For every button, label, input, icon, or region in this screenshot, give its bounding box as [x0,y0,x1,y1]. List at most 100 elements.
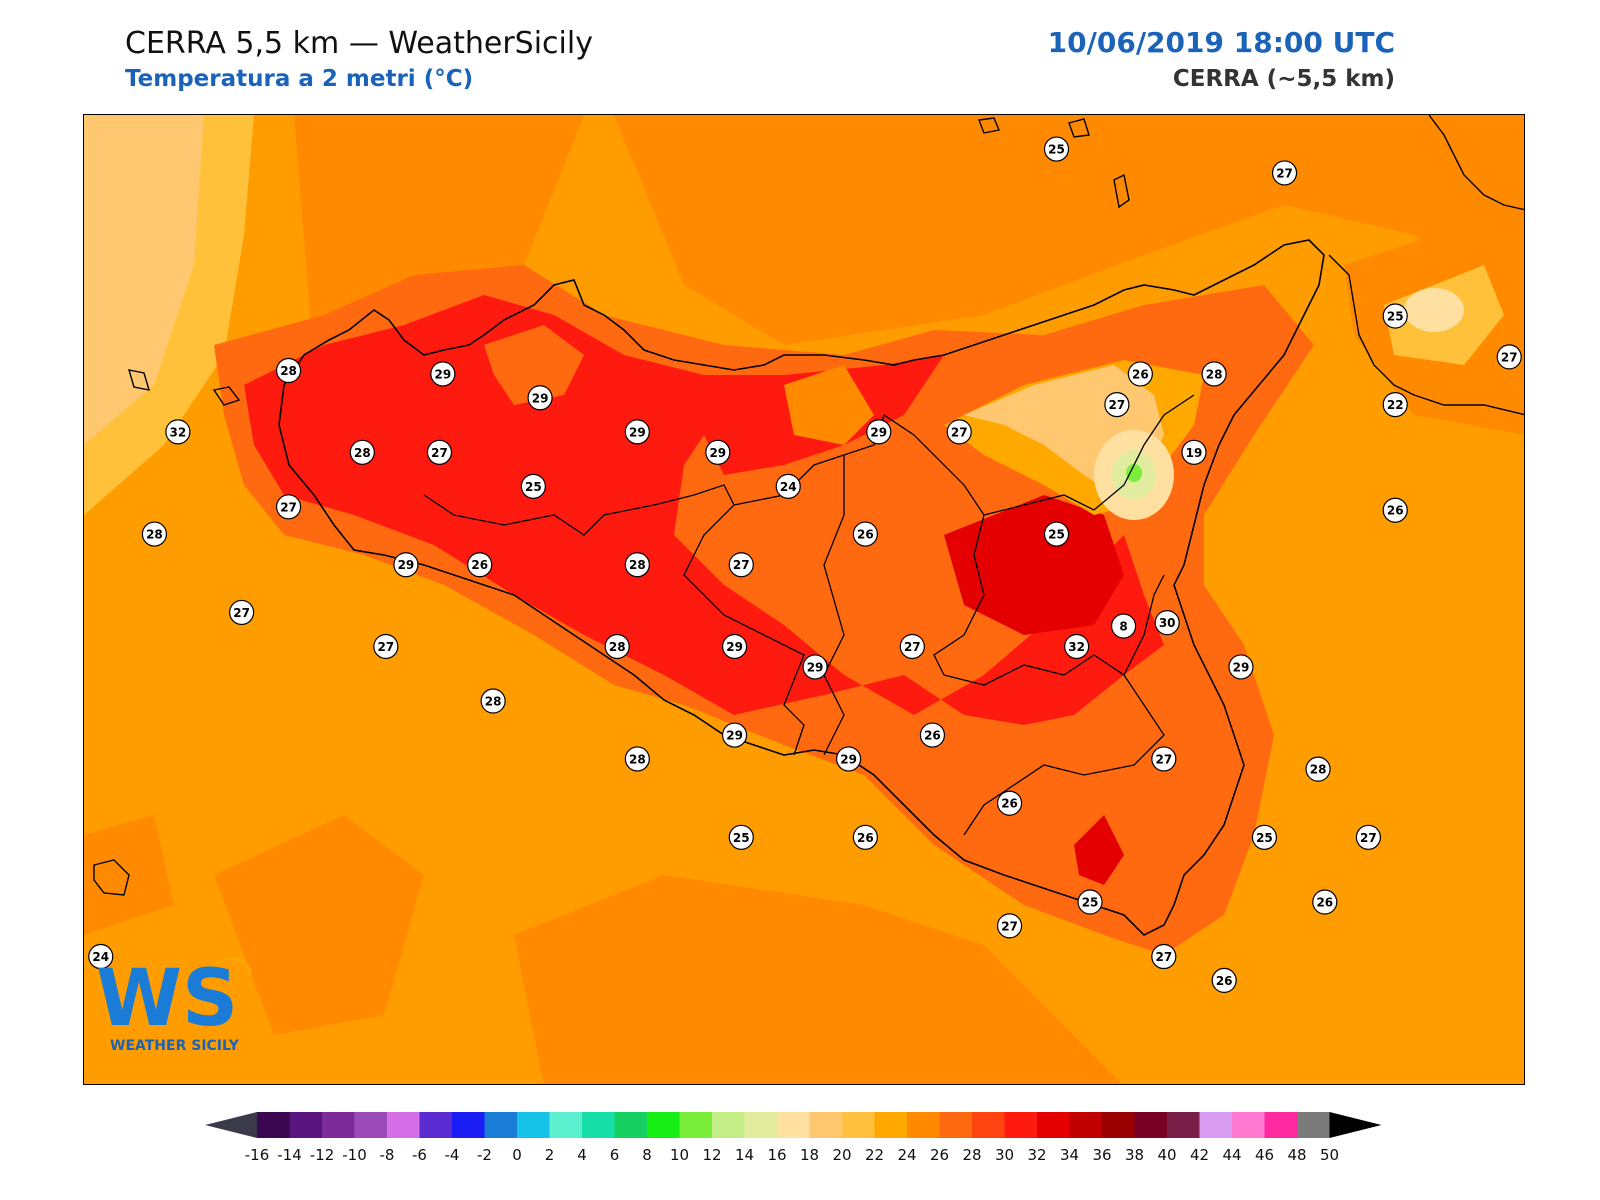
station-marker: 27 [1355,824,1381,850]
logo-initials: WS [96,954,238,1044]
colorbar-tick-label: 32 [1027,1146,1046,1164]
colorbar-swatch [582,1112,615,1138]
station-value: 27 [1501,350,1518,364]
station-value: 27 [1155,752,1172,766]
station-marker: 29 [527,385,553,411]
station-value: 28 [629,752,646,766]
station-marker: 27 [899,633,925,660]
station-value: 32 [170,425,187,439]
station-circle [275,357,302,384]
colorbar-tick-label: 18 [800,1146,819,1164]
colorbar-tick-label: 8 [642,1146,652,1164]
valid-datetime: 10/06/2019 18:00 UTC [1047,26,1395,59]
station-circle [1043,136,1070,162]
colorbar-swatch [809,1112,843,1138]
station-value: 30 [1159,616,1176,630]
province-border-ragusa [943,654,1165,836]
station-marker: 28 [1305,756,1331,782]
station-circle [527,385,553,411]
station-value: 25 [1256,831,1273,845]
station-marker: 26 [1382,497,1408,523]
station-value: 28 [485,695,502,709]
station-marker: 26 [1312,889,1338,915]
colorbar-tick-label: 20 [832,1146,851,1164]
station-marker: 30 [1154,610,1180,636]
colorbar-swatch [1232,1112,1265,1138]
station-marker: 27 [275,494,302,520]
station-circle [520,473,546,499]
station-value: 29 [726,640,743,654]
colorbar-swatch [354,1112,388,1138]
province-border-catania-north [983,394,1195,516]
province-border-enna-west [823,455,845,756]
station-value: 27 [377,640,394,654]
station-marker: 19 [1181,439,1207,465]
colorbar-swatch [257,1112,290,1138]
station-value: 19 [1186,446,1203,460]
map-title: CERRA 5,5 km — WeatherSicily [125,26,593,61]
station-circle [1211,967,1237,993]
island-salina [1068,118,1090,138]
colorbar-swatch [907,1112,940,1138]
station-value: 25 [1082,896,1099,910]
station-circle [1382,497,1408,523]
colorbar-tick-label: -6 [412,1146,427,1164]
colorbar-swatch [744,1112,778,1138]
station-value: 27 [233,606,250,620]
province-border-palermo-trapani [423,494,655,536]
station-marker: 29 [866,419,892,445]
colorbar-swatch [1297,1112,1330,1138]
colorbar-tick-label: 50 [1320,1146,1339,1164]
station-circle [467,552,493,578]
colorbar-tick-label: 48 [1287,1146,1306,1164]
calabria-coast-north [1428,115,1524,211]
colorbar-swatch [842,1112,875,1138]
station-value: 28 [280,364,297,378]
temperature-colorbar: -16 -14 -12 -10 -8 -6 -4 -2 0 2 4 6 8 10 12 14 16 18 20 22 2… [205,1108,1405,1172]
colorbar-tick-label: 2 [545,1146,555,1164]
colorbar-ticks: -16 -14 -12 -10 -8 -6 -4 -2 0 2 4 6 8 10 12 14 16 18 20 22 2… [245,1146,1339,1164]
colorbar-swatch [614,1112,648,1138]
colorbar-under-arrow [205,1112,257,1138]
station-circle [1382,391,1408,418]
station-value: 27 [733,558,750,572]
station-marker: 25 [1043,521,1070,547]
calabria-coast-south [1328,254,1524,416]
station-value: 29 [840,752,857,766]
province-border-enna-east [933,454,985,676]
station-value: 26 [1316,896,1333,910]
colorbar-tick-label: 42 [1190,1146,1209,1164]
colorbar-swatch [322,1112,355,1138]
colorbar-swatch [549,1112,583,1138]
station-marker: 25 [1251,824,1278,850]
station-marker: 8 [1110,613,1137,639]
station-marker: 29 [721,633,748,660]
station-marker: 24 [775,473,801,499]
station-circle [996,913,1023,939]
station-circle [775,473,801,499]
station-circle [349,439,375,465]
colorbar-swatch [972,1112,1005,1138]
colorbar-tick-label: 12 [702,1146,721,1164]
station-value: 28 [1310,763,1327,777]
station-value: 27 [1001,919,1018,933]
station-value: 25 [1048,528,1065,542]
sicily-coastline [278,239,1325,936]
colorbar-tick-label: 28 [962,1146,981,1164]
colorbar-tick-label: 46 [1255,1146,1274,1164]
colorbar-swatch [484,1112,518,1138]
colorbar-swatch [387,1112,420,1138]
contour-24-south [514,875,1123,1084]
station-circle [1312,889,1338,915]
station-value: 22 [1387,398,1404,412]
station-value: 29 [532,391,549,405]
colorbar-tick-label: 30 [995,1146,1014,1164]
station-value: 26 [1132,367,1149,381]
station-circle [946,419,972,445]
station-circle [373,633,399,660]
colorbar-swatch [1167,1112,1200,1138]
province-border-catania-siracusa [1123,574,1165,676]
station-value: 29 [398,558,415,572]
colorbar-swatch [874,1112,908,1138]
station-value: 24 [780,480,797,494]
